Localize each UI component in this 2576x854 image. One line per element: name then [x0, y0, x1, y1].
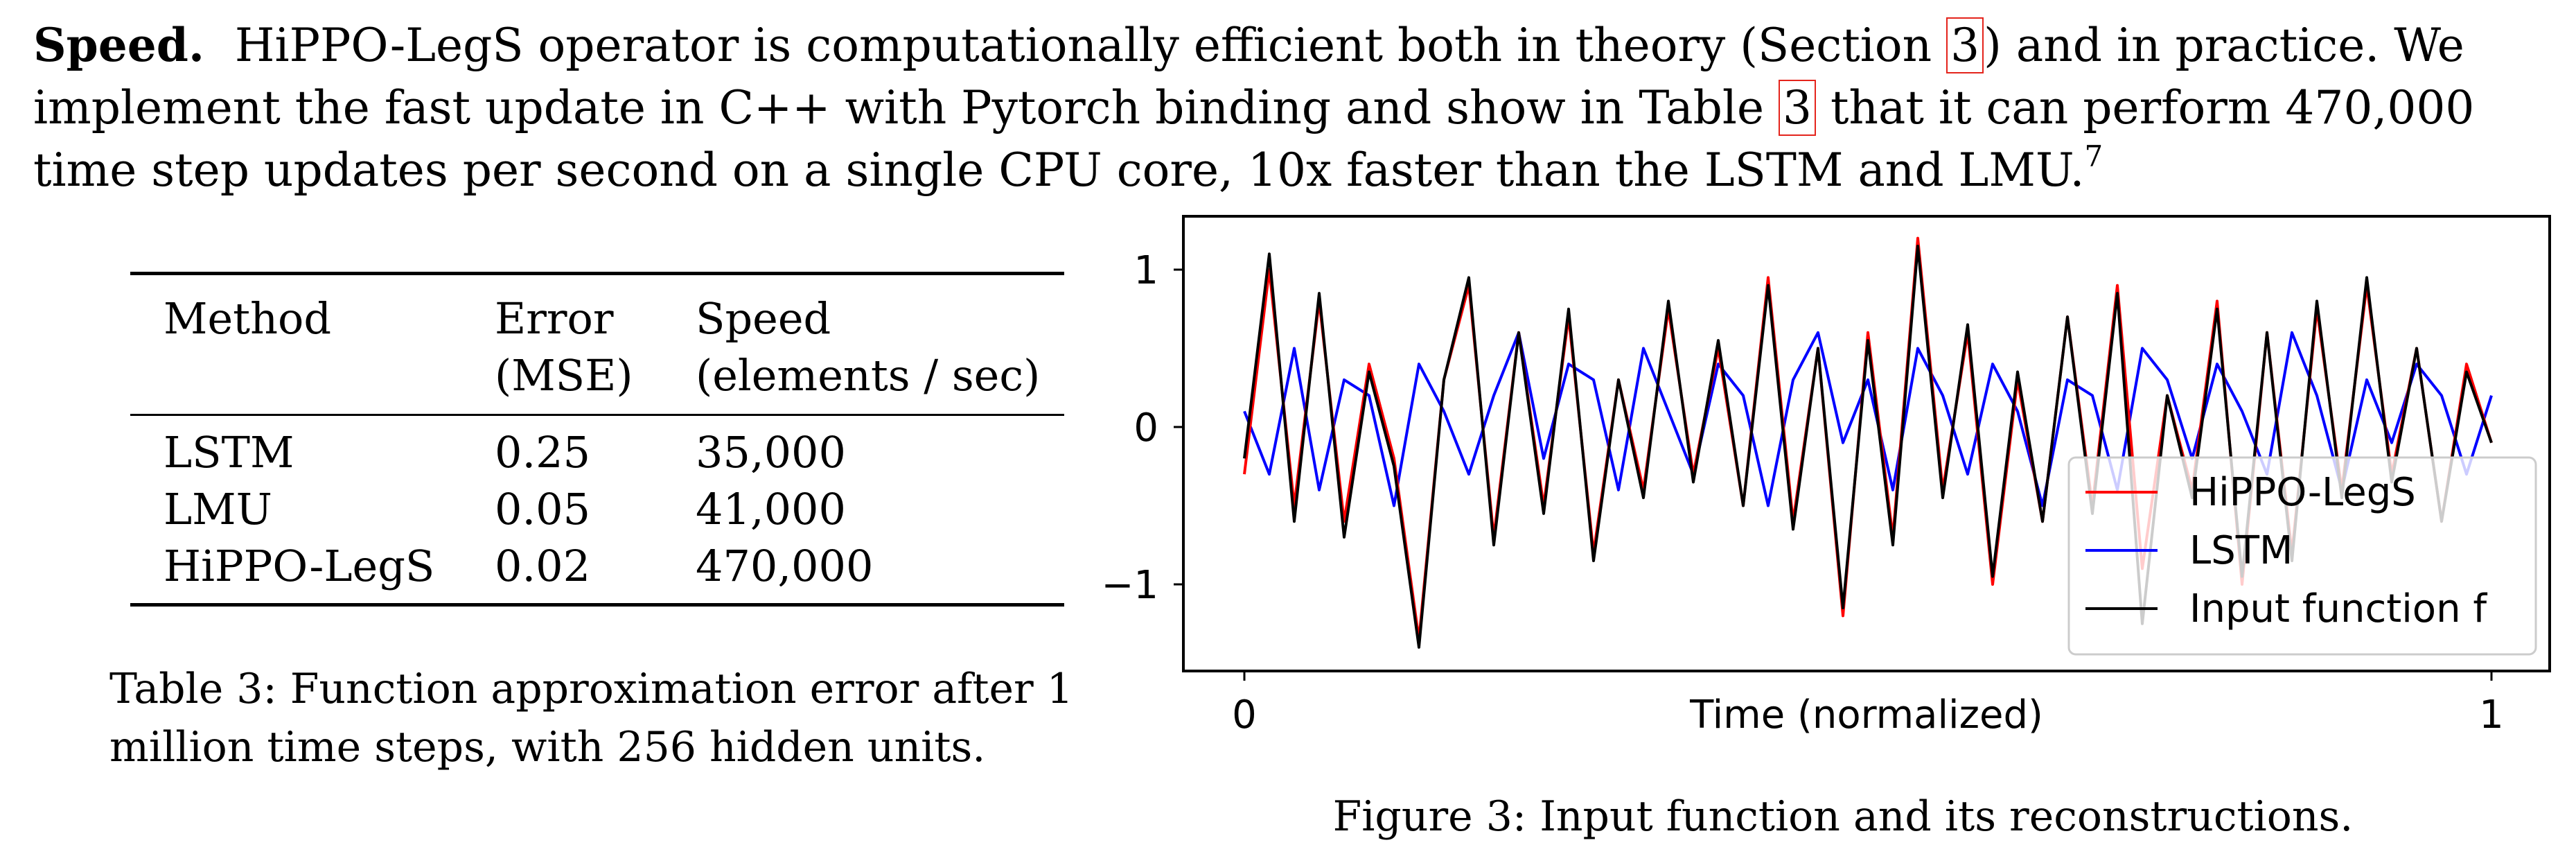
table-header: Method Error Speed (MSE) (elements / sec… [130, 275, 1064, 414]
header-error: Error [495, 293, 614, 344]
y-tick-label: −1 [1101, 563, 1158, 608]
cell-error: 0.05 [495, 484, 591, 534]
paragraph-heading: Speed. [33, 18, 204, 72]
header-speed-unit: (elements / sec) [696, 350, 1041, 401]
table-row: LSTM 0.25 35,000 [130, 424, 1064, 481]
legend-label: LSTM [2189, 528, 2293, 573]
x-tick-label: 0 [1232, 692, 1257, 738]
cell-speed: 41,000 [696, 484, 846, 534]
table-row: HiPPO-LegS 0.02 470,000 [130, 538, 1064, 595]
table-bottom-rule [130, 603, 1064, 607]
cell-error: 0.02 [495, 541, 591, 591]
table-header-row-2: (MSE) (elements / sec) [130, 347, 1064, 404]
series-line-lstm [1243, 331, 2493, 507]
cell-method: HiPPO-LegS [164, 541, 435, 591]
section-reference-link[interactable]: 3 [1946, 17, 1984, 73]
cell-speed: 470,000 [696, 541, 874, 591]
x-tick-label: 1 [2479, 692, 2504, 738]
y-tick-label: 1 [1133, 248, 1158, 293]
cell-method: LSTM [164, 427, 294, 478]
cell-error: 0.25 [495, 427, 591, 478]
speed-paragraph: Speed. HiPPO-LegS operator is computation… [33, 14, 2555, 207]
axis-ticks: 1 0 −1 0 1 [1101, 248, 2503, 738]
legend-label: Input function f [2189, 586, 2487, 631]
table-body: LSTM 0.25 35,000 LMU 0.05 41,000 HiPPO-L… [130, 416, 1064, 603]
header-method: Method [164, 293, 332, 344]
plot-frame [1182, 215, 2551, 672]
header-speed: Speed [696, 293, 831, 344]
paragraph-text-2: ) and in practice. We implement the fast… [33, 19, 2464, 134]
cell-method: LMU [164, 484, 272, 534]
legend-box [2067, 456, 2537, 656]
table-reference-link[interactable]: 3 [1779, 80, 1816, 136]
table-row: LMU 0.05 41,000 [130, 481, 1064, 538]
x-axis-label: Time (normalized) [1689, 692, 2043, 738]
header-method-sub [130, 347, 495, 404]
table-mid-rule [130, 414, 1064, 416]
figure-caption: Figure 3: Input function and its reconst… [1332, 792, 2354, 841]
table-top-rule [130, 272, 1064, 275]
footnote-marker[interactable]: 7 [2084, 139, 2103, 173]
header-error-unit: (MSE) [495, 350, 633, 401]
table-caption: Table 3: Function approximation error af… [109, 665, 1073, 772]
results-table: Method Error Speed (MSE) (elements / sec… [130, 272, 1064, 607]
paragraph-text-1: HiPPO-LegS operator is computationally e… [234, 19, 1947, 72]
legend-label: HiPPO-LegS [2189, 470, 2416, 515]
y-tick-label: 0 [1133, 406, 1158, 451]
paragraph-text-3: that it can perform 470,000 time step up… [33, 81, 2475, 197]
legend: HiPPO-LegS LSTM Input function f [2067, 456, 2537, 656]
cell-speed: 35,000 [696, 427, 846, 478]
table-header-row-1: Method Error Speed [130, 290, 1064, 347]
